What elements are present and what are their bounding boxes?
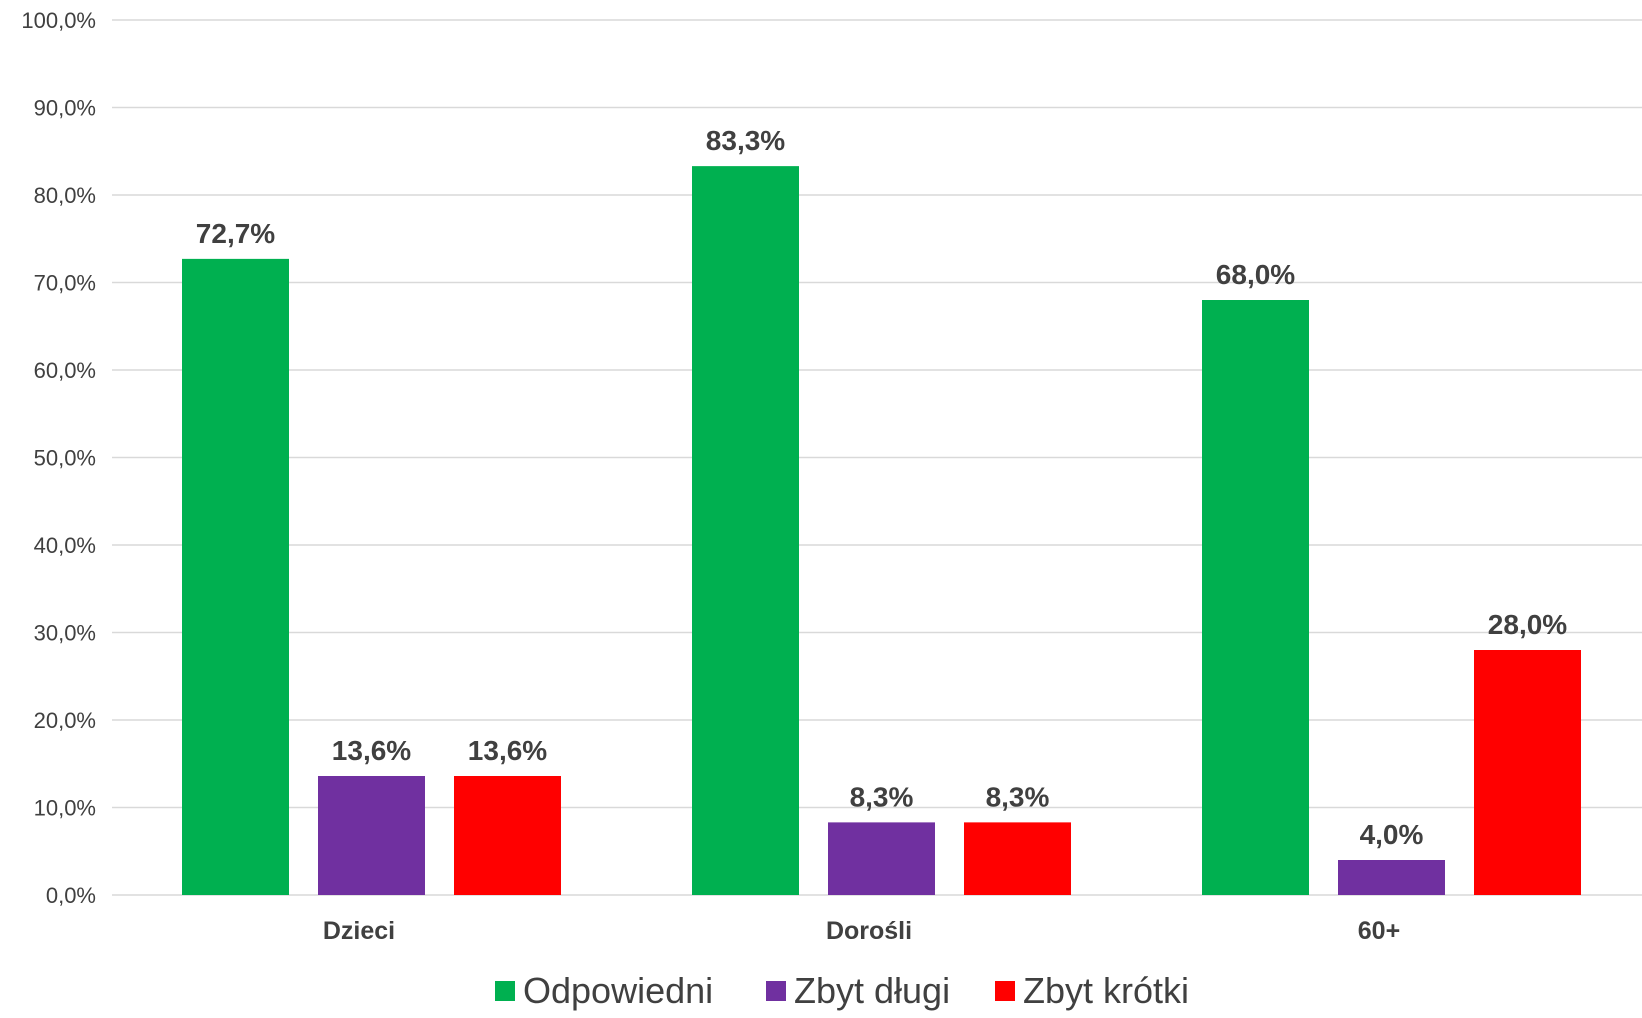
y-axis-tick-labels: 0,0% 10,0% 20,0% 30,0% 40,0% 50,0% 60,0% 70,0% 8… [21,8,96,908]
data-label: 13,6% [332,735,411,766]
bar-doroli-series-0 [692,166,799,895]
y-tick-label: 20,0% [34,708,96,733]
data-label: 8,3% [850,781,914,812]
legend-label: Zbyt długi [794,970,950,1011]
bar-60-series-0 [1202,300,1309,895]
legend-swatch [766,981,786,1001]
y-tick-label: 80,0% [34,183,96,208]
legend: Odpowiedni Zbyt długi Zbyt krótki [495,970,1189,1011]
data-label: 68,0% [1216,259,1295,290]
data-label: 28,0% [1488,609,1567,640]
bar-dzieci-series-1 [318,776,425,895]
legend-label: Odpowiedni [523,970,713,1011]
y-tick-label: 60,0% [34,358,96,383]
bar-doroli-series-1 [828,822,935,895]
data-label: 4,0% [1360,819,1424,850]
y-tick-label: 10,0% [34,796,96,821]
bars [182,166,1581,895]
y-tick-label: 50,0% [34,446,96,471]
x-tick-label: Dorośli [826,917,912,945]
x-tick-label: Dzieci [323,917,395,945]
data-label: 13,6% [468,735,547,766]
y-tick-label: 40,0% [34,533,96,558]
bar-dzieci-series-2 [454,776,561,895]
x-tick-label: 60+ [1358,917,1400,945]
legend-label: Zbyt krótki [1023,970,1189,1011]
y-tick-label: 0,0% [46,883,96,908]
data-label: 72,7% [196,218,275,249]
data-labels: 72,7% 13,6% 13,6% 83,3% 8,3% 8,3% 68,0% 4,0% 28,… [196,125,1567,850]
y-tick-label: 70,0% [34,271,96,296]
bar-60-series-1 [1338,860,1445,895]
bar-doroli-series-2 [964,822,1071,895]
legend-swatch [995,981,1015,1001]
y-tick-label: 90,0% [34,96,96,121]
x-axis-tick-labels: Dzieci Dorośli 60+ [323,917,1400,945]
y-tick-label: 100,0% [21,8,96,33]
data-label: 83,3% [706,125,785,156]
bar-dzieci-series-0 [182,258,289,895]
legend-swatch [495,981,515,1001]
bar-60-series-2 [1474,650,1581,895]
data-label: 8,3% [986,781,1050,812]
y-tick-label: 30,0% [34,621,96,646]
